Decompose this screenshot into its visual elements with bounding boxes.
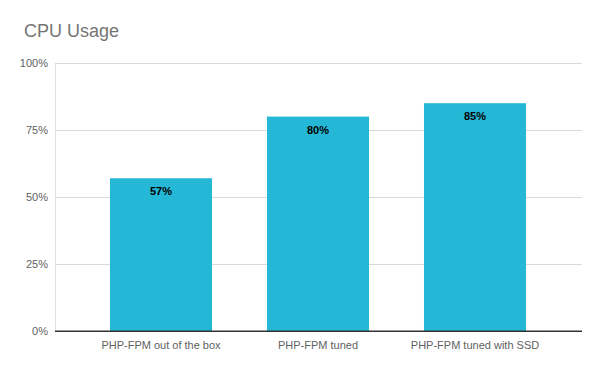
y-tick-label: 50% [26,191,48,203]
x-tick: PHP-FPM tuned [278,339,358,351]
x-tick-label: PHP-FPM tuned with SSD [411,339,539,351]
data-label: 57% [150,185,172,197]
y-tick-label: 100% [20,57,48,69]
title: CPU Usage [24,21,119,41]
grid-line [55,331,582,332]
bars [110,103,526,331]
data-labels: 57% 80% 85% [150,110,486,197]
bar [424,103,526,331]
data-label: 80% [307,124,329,136]
x-axis: PHP-FPM out of the box PHP-FPM tuned PHP-F… [83,332,554,351]
y-tick-label: 75% [26,124,48,136]
x-tick-label: PHP-FPM out of the box [101,339,221,351]
y-tick: 100% [20,57,582,69]
x-tick: PHP-FPM tuned with SSD [411,339,539,351]
background [0,0,600,371]
baseline [55,331,582,332]
x-tick: PHP-FPM out of the box [101,339,221,351]
grid-line [55,63,582,64]
chart-container: CPU Usage 0% 25% 50% 75% 100% PHP-FPM out of t… [0,0,600,371]
y-tick-label: 0% [32,325,48,337]
data-label: 85% [464,110,486,122]
bar [267,117,369,331]
x-tick-label: PHP-FPM tuned [278,339,358,351]
bar [110,178,212,331]
y-axis-line [56,64,583,332]
chart: CPU Usage 0% 25% 50% 75% 100% PHP-FPM out of t… [0,0,600,371]
y-tick-label: 25% [26,258,48,270]
y-axis: 0% 25% 50% 75% 100% [20,57,582,337]
